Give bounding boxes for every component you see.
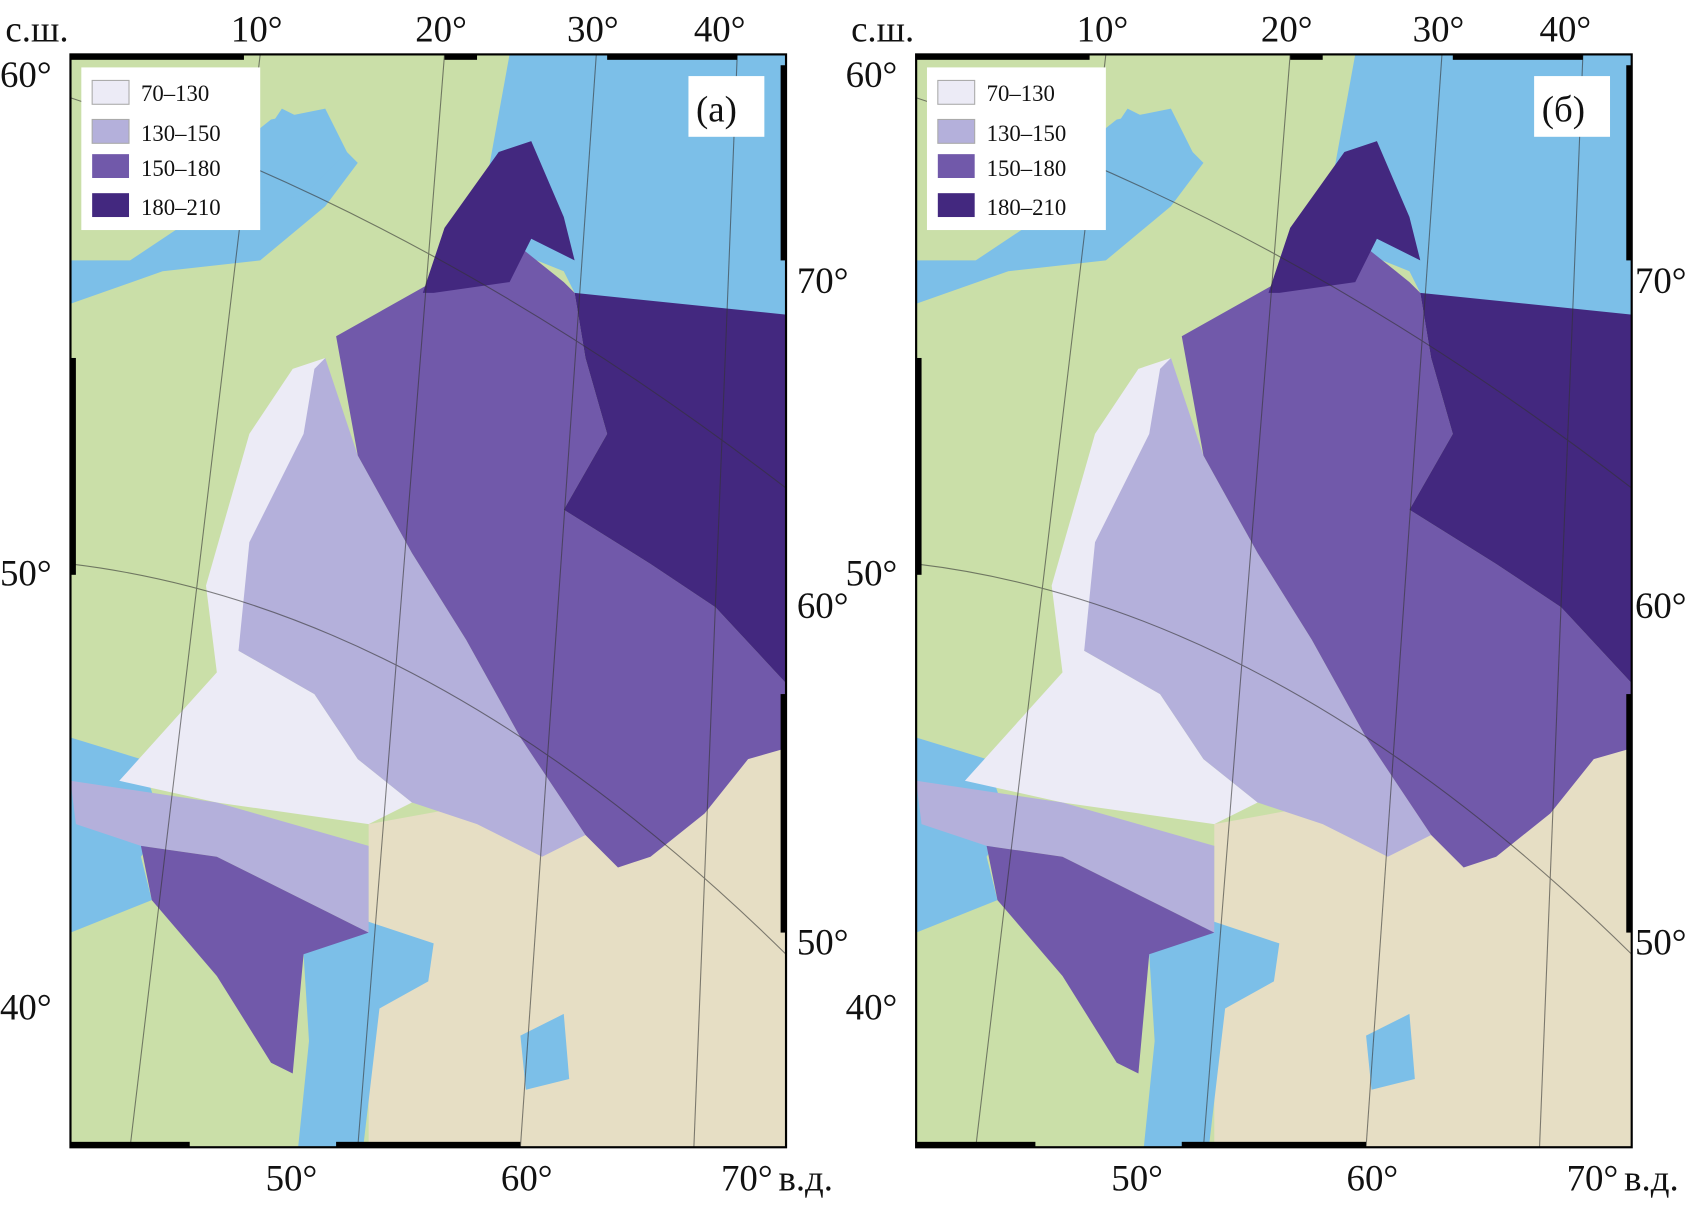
- bottom-tick: 70°: [721, 1158, 773, 1199]
- bottom-tick: 70°: [1567, 1158, 1619, 1199]
- top-tick: 30°: [1413, 8, 1465, 49]
- legend-swatch: [937, 154, 975, 178]
- right-tick: 70°: [797, 260, 849, 301]
- top-tick: 20°: [415, 8, 467, 49]
- panel-label: (a): [696, 89, 737, 131]
- lat-unit-label: с.ш.: [5, 8, 68, 49]
- legend-label: 180–210: [141, 195, 221, 220]
- bottom-tick: 60°: [1347, 1158, 1399, 1199]
- legend-swatch: [92, 193, 130, 218]
- right-tick: 50°: [1635, 921, 1687, 962]
- bottom-tick: 50°: [266, 1158, 318, 1199]
- top-tick: 10°: [1077, 8, 1129, 49]
- left-tick: 60°: [0, 54, 52, 95]
- legend-label: 130–150: [141, 121, 221, 146]
- panel-label: (б): [1542, 89, 1585, 131]
- legend-label: 70–130: [141, 81, 209, 106]
- lon-unit-label: в.д.: [778, 1158, 833, 1199]
- lon-unit-label: в.д.: [1624, 1158, 1679, 1199]
- legend: 70–130 130–150 150–180 180–210: [926, 67, 1106, 231]
- legend-swatch: [937, 193, 975, 218]
- legend-swatch: [91, 79, 130, 105]
- legend-label: 70–130: [987, 81, 1055, 106]
- top-tick: 40°: [1540, 8, 1592, 49]
- legend: 70–130 130–150 150–180 180–210: [81, 67, 261, 231]
- top-tick: 10°: [231, 8, 283, 49]
- right-tick: 60°: [1635, 585, 1687, 626]
- legend-label: 130–150: [987, 121, 1067, 146]
- right-tick: 50°: [797, 921, 849, 962]
- left-tick: 60°: [846, 54, 898, 95]
- legend-label: 180–210: [987, 195, 1067, 220]
- bottom-tick: 60°: [501, 1158, 553, 1199]
- top-tick: 30°: [567, 8, 619, 49]
- left-tick: 50°: [846, 553, 898, 594]
- legend-label: 150–180: [141, 156, 221, 181]
- right-tick: 60°: [797, 585, 849, 626]
- right-tick: 70°: [1635, 260, 1687, 301]
- map-panel-b: 70–130 130–150 150–180 180–210 (б) с.ш. …: [846, 8, 1687, 1198]
- left-tick: 50°: [0, 553, 52, 594]
- legend-swatch: [92, 154, 130, 178]
- legend-swatch: [91, 118, 130, 144]
- left-tick: 40°: [0, 986, 52, 1027]
- legend-swatch: [937, 79, 976, 105]
- legend-label: 150–180: [987, 156, 1067, 181]
- top-tick: 40°: [694, 8, 746, 49]
- bottom-tick: 50°: [1111, 1158, 1163, 1199]
- legend-swatch: [937, 118, 976, 144]
- top-tick: 20°: [1261, 8, 1313, 49]
- left-tick: 40°: [846, 986, 898, 1027]
- lat-unit-label: с.ш.: [851, 8, 914, 49]
- map-panel-a: 70–130 130–150 150–180 180–210 (a) с.ш. …: [0, 8, 848, 1198]
